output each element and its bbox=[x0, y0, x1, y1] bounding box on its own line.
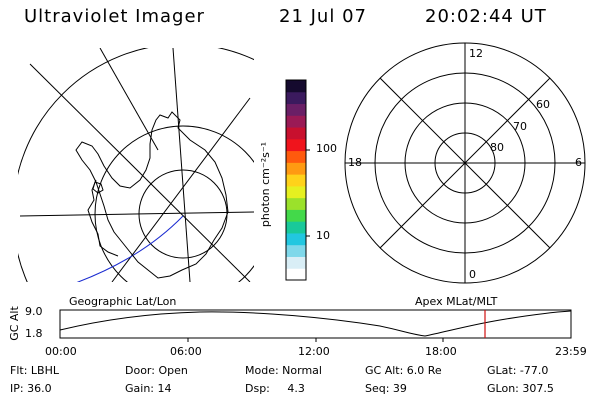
meridian-line bbox=[99, 48, 159, 151]
antarctica-coastline bbox=[75, 111, 229, 279]
info-door: Door: Open bbox=[125, 364, 188, 377]
altitude-xtick: 18:00 bbox=[425, 345, 457, 358]
altitude-xtick: 23:59 bbox=[555, 345, 587, 358]
info-gc-alt: GC Alt: 6.0 Re bbox=[365, 364, 442, 377]
colorbar-band bbox=[286, 91, 306, 105]
info-glon: GLon: 307.5 bbox=[487, 382, 554, 395]
peninsula-coastline bbox=[87, 179, 119, 257]
info-gain: Gain: 14 bbox=[125, 382, 172, 395]
mlt-polar-dial bbox=[344, 42, 586, 284]
instrument-title: Ultraviolet Imager bbox=[24, 6, 205, 27]
colorbar-tick-100: 100 bbox=[316, 142, 337, 155]
mlt-label-6: 6 bbox=[575, 156, 582, 169]
colorbar-band bbox=[286, 256, 306, 269]
colorbar-unit-label: photon cm⁻²s⁻¹ bbox=[259, 141, 273, 228]
colorbar-band bbox=[286, 268, 306, 281]
colorbar-band bbox=[286, 197, 306, 210]
altitude-plot-frame bbox=[59, 309, 572, 339]
terminator-line bbox=[76, 215, 184, 282]
altitude-xtick: 12:00 bbox=[298, 345, 330, 358]
meridian-line bbox=[172, 48, 191, 282]
colorbar-band bbox=[286, 115, 306, 128]
colorbar-tick-10: 10 bbox=[316, 229, 330, 242]
info-seq: Seq: 39 bbox=[365, 382, 407, 395]
mlt-label-0: 0 bbox=[469, 268, 476, 281]
colorbar-band bbox=[286, 244, 306, 257]
info-glat: GLat: -77.0 bbox=[487, 364, 549, 377]
mlat-label-70: 70 bbox=[513, 120, 527, 133]
colorbar-band bbox=[286, 232, 306, 246]
mlat-label-80: 80 bbox=[490, 141, 504, 154]
colorbar-band bbox=[286, 209, 306, 222]
meridian-line bbox=[111, 97, 251, 282]
colorbar-band bbox=[286, 185, 306, 199]
altitude-ytick-high: 9.0 bbox=[25, 305, 43, 318]
info-filter: Flt: LBHL bbox=[10, 364, 59, 377]
colorbar-band bbox=[286, 162, 306, 175]
geographic-caption: Geographic Lat/Lon bbox=[69, 295, 177, 308]
date-label: 21 Jul 07 bbox=[279, 6, 367, 27]
colorbar-band bbox=[286, 221, 306, 234]
colorbar-band bbox=[286, 80, 306, 93]
altitude-xtick: 00:00 bbox=[45, 345, 77, 358]
colorbar-frame bbox=[285, 79, 307, 281]
colorbar-band bbox=[286, 138, 306, 152]
time-label: 20:02:44 UT bbox=[425, 6, 547, 27]
altitude-curve bbox=[59, 310, 572, 337]
info-mode: Mode: Normal bbox=[245, 364, 322, 377]
mlt-label-12: 12 bbox=[469, 47, 483, 60]
colorbar bbox=[286, 80, 306, 281]
colorbar-band bbox=[286, 174, 306, 187]
altitude-ylabel: GC Alt bbox=[7, 306, 21, 341]
mlt-label-18: 18 bbox=[348, 156, 362, 169]
colorbar-band bbox=[286, 127, 306, 140]
lat-circle-mid bbox=[94, 125, 254, 282]
info-ip: IP: 36.0 bbox=[10, 382, 52, 395]
altitude-ytick-low: 1.8 bbox=[25, 327, 43, 340]
meridian-line bbox=[29, 63, 251, 282]
colorbar-band bbox=[286, 150, 306, 163]
colorbar-band bbox=[286, 103, 306, 116]
mlt-diagonal bbox=[379, 77, 551, 249]
mlat-label-60: 60 bbox=[536, 98, 550, 111]
island-coastline bbox=[92, 181, 104, 194]
meridian-line bbox=[19, 211, 254, 217]
info-dsp: Dsp: 4.3 bbox=[245, 382, 305, 395]
geographic-map bbox=[18, 48, 254, 282]
apex-caption: Apex MLat/MLT bbox=[415, 295, 498, 308]
altitude-xtick: 06:00 bbox=[170, 345, 202, 358]
